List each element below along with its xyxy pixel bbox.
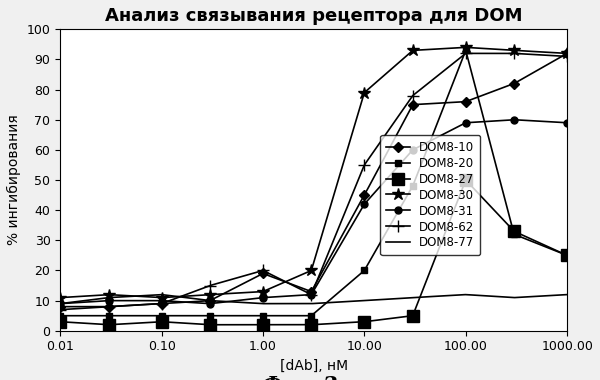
DOM8-27	[368, 318, 376, 323]
DOM8-31	[356, 209, 364, 214]
DOM8-10	[516, 78, 523, 83]
Text: Фиг. 2: Фиг. 2	[262, 375, 338, 380]
DOM8-62	[518, 52, 525, 56]
Title: Анализ связывания рецептора для DOM: Анализ связывания рецептора для DOM	[105, 7, 523, 25]
Line: DOM8-62: DOM8-62	[60, 54, 567, 310]
DOM8-62	[463, 51, 470, 56]
DOM8-77	[358, 298, 365, 303]
DOM8-77	[563, 292, 571, 297]
Line: DOM8-20: DOM8-20	[60, 51, 567, 316]
DOM8-20	[518, 235, 525, 239]
Legend: DOM8-10, DOM8-20, DOM8-27, DOM8-30, DOM8-31, DOM8-62, DOM8-77: DOM8-10, DOM8-20, DOM8-27, DOM8-30, DOM8…	[380, 135, 481, 255]
DOM8-62	[356, 173, 364, 177]
DOM8-30	[58, 295, 65, 300]
DOM8-31	[56, 301, 64, 306]
DOM8-10	[367, 181, 374, 186]
DOM8-30	[518, 49, 525, 53]
DOM8-77	[516, 295, 523, 299]
DOM8-31	[358, 206, 365, 211]
DOM8-31	[511, 117, 518, 122]
DOM8-31	[367, 195, 374, 200]
DOM8-20	[367, 258, 374, 262]
X-axis label: [dAb], нМ: [dAb], нМ	[280, 359, 348, 373]
DOM8-62	[367, 154, 374, 158]
DOM8-77	[58, 301, 65, 306]
DOM8-20	[563, 253, 571, 258]
DOM8-30	[358, 98, 365, 103]
DOM8-20	[462, 49, 469, 54]
DOM8-62	[56, 307, 64, 312]
DOM8-20	[485, 137, 493, 142]
DOM8-77	[484, 294, 491, 298]
DOM8-30	[485, 46, 493, 51]
DOM8-30	[367, 85, 374, 90]
DOM8-30	[563, 51, 571, 56]
DOM8-10	[356, 200, 364, 205]
DOM8-30	[356, 104, 364, 109]
DOM8-27	[58, 320, 65, 324]
DOM8-31	[563, 120, 571, 125]
Line: DOM8-27: DOM8-27	[60, 181, 567, 325]
DOM8-27	[563, 253, 571, 258]
DOM8-31	[484, 119, 491, 124]
DOM8-20	[356, 272, 364, 276]
DOM8-62	[485, 51, 493, 56]
DOM8-77	[356, 299, 364, 303]
DOM8-27	[462, 179, 469, 183]
DOM8-20	[358, 270, 365, 275]
Line: DOM8-30: DOM8-30	[60, 48, 567, 298]
DOM8-27	[487, 204, 494, 209]
DOM8-27	[520, 233, 527, 238]
DOM8-10	[358, 197, 365, 202]
DOM8-62	[58, 307, 65, 312]
DOM8-62	[358, 168, 365, 173]
DOM8-27	[358, 320, 365, 324]
DOM8-62	[563, 54, 571, 59]
Line: DOM8-77: DOM8-77	[60, 294, 567, 304]
DOM8-30	[462, 45, 469, 50]
DOM8-20	[58, 314, 65, 318]
DOM8-10	[484, 91, 491, 96]
DOM8-27	[208, 323, 215, 327]
DOM8-10	[56, 304, 64, 309]
DOM8-10	[58, 304, 65, 309]
DOM8-27	[360, 320, 367, 324]
Line: DOM8-10: DOM8-10	[60, 54, 567, 307]
DOM8-77	[367, 298, 374, 302]
DOM8-31	[518, 118, 525, 122]
DOM8-77	[56, 301, 64, 306]
DOM8-30	[56, 295, 64, 300]
DOM8-20	[56, 314, 64, 318]
Line: DOM8-31: DOM8-31	[60, 120, 567, 304]
DOM8-10	[563, 51, 571, 56]
DOM8-31	[58, 301, 65, 306]
Y-axis label: % ингибирования: % ингибирования	[7, 115, 21, 245]
DOM8-27	[56, 320, 64, 324]
